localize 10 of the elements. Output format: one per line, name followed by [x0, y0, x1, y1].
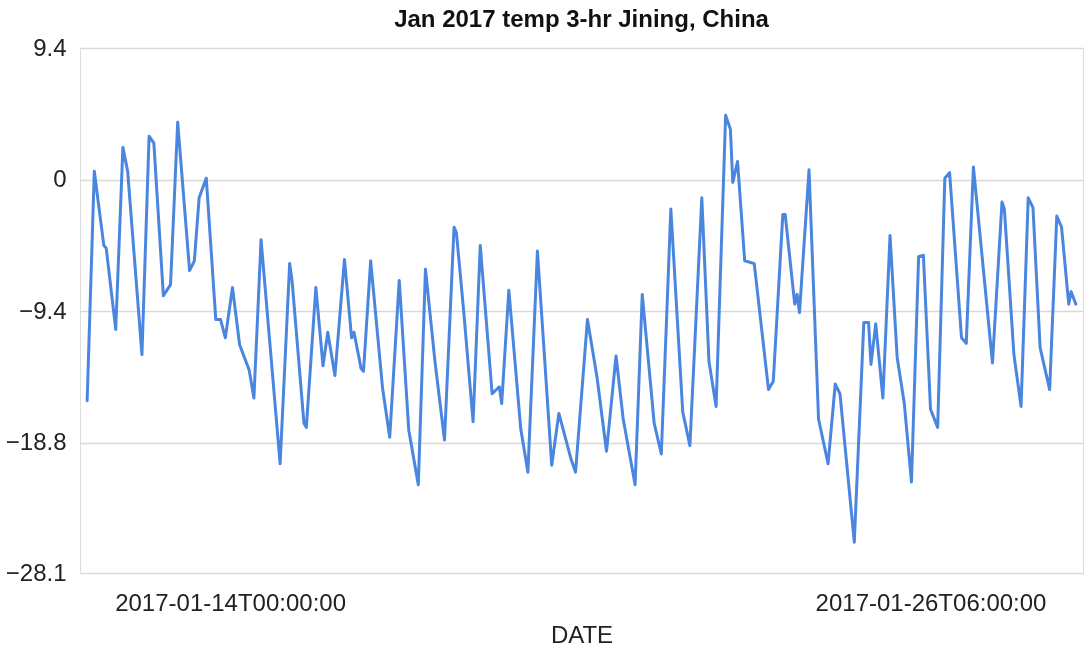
x-axis-title: DATE — [550, 620, 614, 648]
y-tick-label: −9.4 — [19, 296, 67, 324]
chart-title: Jan 2017 temp 3-hr Jining, China — [394, 5, 770, 32]
y-tick-label: 9.4 — [33, 33, 67, 61]
y-tick-label: −18.8 — [5, 428, 67, 456]
x-tick-label: 2017-01-26T06:00:00 — [815, 588, 1047, 616]
line-series — [85, 113, 1078, 544]
y-tick-label: −28.1 — [5, 558, 67, 586]
x-tick-label: 2017-01-14T00:00:00 — [115, 588, 347, 616]
y-tick-label: 0 — [53, 165, 67, 193]
